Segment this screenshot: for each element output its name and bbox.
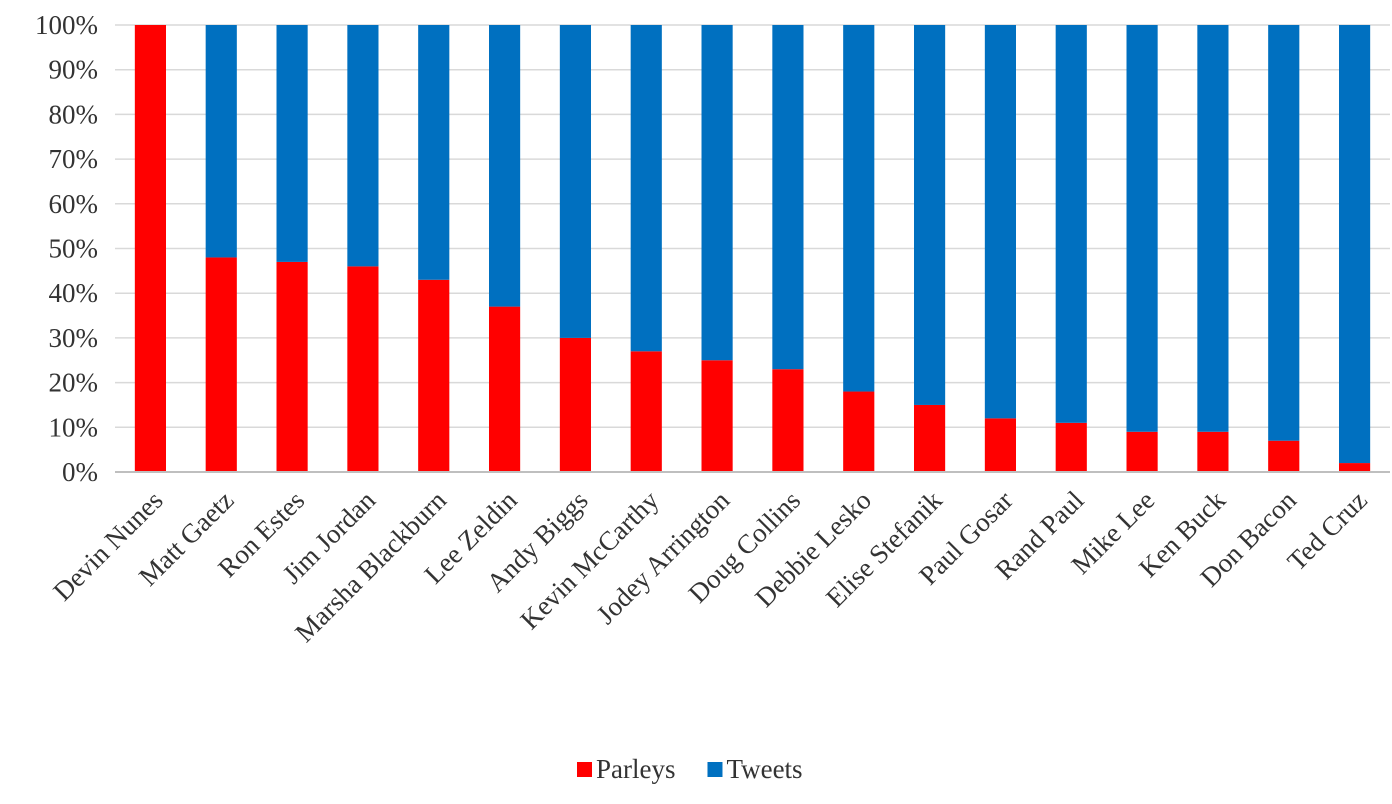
bar-segment-parleys <box>1339 463 1371 472</box>
bar-segment-parleys <box>1268 440 1300 472</box>
y-tick-label: 0% <box>62 457 98 487</box>
gridlines <box>115 24 1390 429</box>
y-tick-label: 90% <box>49 55 99 85</box>
y-axis-tick-labels: 0% 10% 20% 30% 40% 50% 60% 70% 80% 90% 100% <box>35 10 98 487</box>
bar-segment-parleys <box>772 369 804 472</box>
bar-segment-tweets <box>418 25 450 280</box>
x-category-label: Ted Cruz <box>1281 485 1372 576</box>
bar-segment-tweets <box>1197 25 1229 432</box>
bar-segment-parleys <box>347 266 379 472</box>
bar-segment-tweets <box>205 25 237 258</box>
y-tick-label: 20% <box>49 368 99 398</box>
bar-segment-tweets <box>701 25 733 361</box>
y-tick-label: 40% <box>49 278 99 308</box>
y-tick-label: 80% <box>49 99 99 129</box>
bar-segment-tweets <box>1339 25 1371 464</box>
bar-segment-parleys <box>559 337 591 472</box>
legend: Parleys Tweets <box>577 754 803 784</box>
bar-segment-tweets <box>1268 25 1300 441</box>
bar-segment-parleys <box>843 391 875 472</box>
bars <box>134 25 1371 472</box>
bar-segment-parleys <box>1126 431 1158 472</box>
y-tick-label: 70% <box>49 144 99 174</box>
bar-segment-parleys <box>914 404 946 472</box>
bar-segment-tweets <box>489 25 521 307</box>
legend-label: Tweets <box>726 754 802 784</box>
y-tick-label: 30% <box>49 323 99 353</box>
y-tick-label: 60% <box>49 189 99 219</box>
bar-segment-tweets <box>772 25 804 370</box>
legend-label: Parleys <box>596 754 675 784</box>
bar-segment-parleys <box>489 306 521 472</box>
bar-segment-parleys <box>134 25 166 472</box>
bar-segment-tweets <box>559 25 591 338</box>
legend-swatch <box>707 762 723 777</box>
bar-segment-parleys <box>205 257 237 472</box>
y-tick-label: 100% <box>35 10 98 40</box>
bar-segment-parleys <box>630 351 662 472</box>
bar-segment-parleys <box>984 418 1016 472</box>
bar-segment-parleys <box>276 261 308 472</box>
y-tick-label: 10% <box>49 412 99 442</box>
bar-segment-tweets <box>914 25 946 405</box>
bar-segment-parleys <box>418 279 450 472</box>
bar-segment-tweets <box>984 25 1016 419</box>
bar-segment-tweets <box>276 25 308 262</box>
bar-segment-parleys <box>1197 431 1229 472</box>
bar-segment-tweets <box>1055 25 1087 423</box>
legend-swatch <box>577 762 592 777</box>
bar-segment-tweets <box>843 25 875 392</box>
bar-segment-parleys <box>1055 422 1087 472</box>
bar-segment-tweets <box>630 25 662 352</box>
bar-segment-parleys <box>701 360 733 472</box>
bar-segment-tweets <box>347 25 379 267</box>
bar-segment-tweets <box>1126 25 1158 432</box>
y-tick-label: 50% <box>49 234 99 264</box>
